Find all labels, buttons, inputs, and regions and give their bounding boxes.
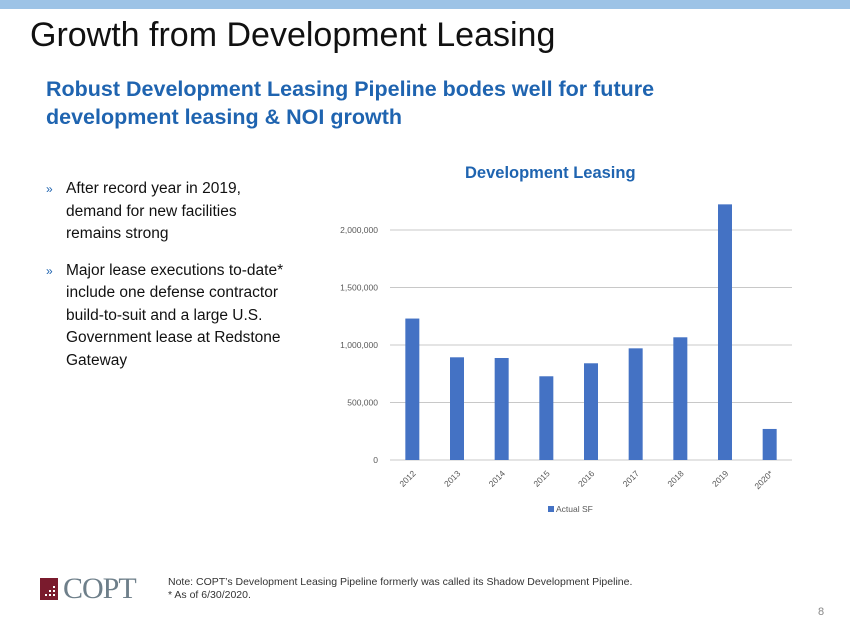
bar <box>450 357 464 460</box>
footnote-line: Note: COPT’s Development Leasing Pipelin… <box>168 576 633 588</box>
x-tick-label: 2016 <box>576 468 597 489</box>
footnote-line: * As of 6/30/2020. <box>168 589 251 601</box>
y-tick-label: 1,500,000 <box>340 283 378 293</box>
y-tick-label: 1,000,000 <box>340 340 378 350</box>
x-tick-label: 2012 <box>397 468 418 489</box>
bar <box>405 318 420 460</box>
bar <box>718 204 732 460</box>
bar <box>584 363 598 460</box>
page-title: Growth from Development Leasing <box>30 16 556 54</box>
bullet-marker-icon: » <box>46 263 53 278</box>
page-number: 8 <box>818 606 825 618</box>
y-tick-label: 0 <box>373 455 378 465</box>
bullet-list: » After record year in 2019, demand for … <box>46 178 296 386</box>
development-leasing-chart: 0 500,000 1,000,000 1,500,000 2,000,000 2012 2… <box>340 204 792 514</box>
bullet-text: After record year in 2019, demand for ne… <box>66 180 241 242</box>
copt-logo: COPT <box>40 572 137 606</box>
bullet-item: » Major lease executions to-date* includ… <box>46 260 296 373</box>
logo-text: COPT <box>63 572 137 605</box>
bar <box>673 337 688 460</box>
x-tick-label: 2014 <box>487 468 508 489</box>
x-tick-label: 2013 <box>442 468 463 489</box>
top-accent-bar <box>0 0 850 9</box>
logo-mark-icon <box>40 578 58 600</box>
y-tick-label: 500,000 <box>347 398 378 408</box>
x-tick-label: 2017 <box>621 468 642 489</box>
legend-swatch <box>548 506 554 512</box>
legend-label: Actual SF <box>556 504 593 514</box>
bar <box>539 376 554 460</box>
bar <box>762 428 777 460</box>
bar <box>494 357 509 460</box>
bullet-item: » After record year in 2019, demand for … <box>46 178 296 246</box>
bar <box>628 348 643 460</box>
bullet-marker-icon: » <box>46 182 53 196</box>
bullet-text: Major lease executions to-date* include … <box>66 261 284 369</box>
x-tick-label: 2020* <box>752 468 775 491</box>
footnote: Note: COPT’s Development Leasing Pipelin… <box>168 576 632 602</box>
x-tick-label: 2015 <box>531 468 552 489</box>
chart-title: Development Leasing <box>465 164 636 182</box>
x-tick-label: 2019 <box>710 468 731 489</box>
y-tick-label: 2,000,000 <box>340 225 378 235</box>
page-subtitle: Robust Development Leasing Pipeline bode… <box>46 77 655 129</box>
x-tick-label: 2018 <box>665 468 686 489</box>
